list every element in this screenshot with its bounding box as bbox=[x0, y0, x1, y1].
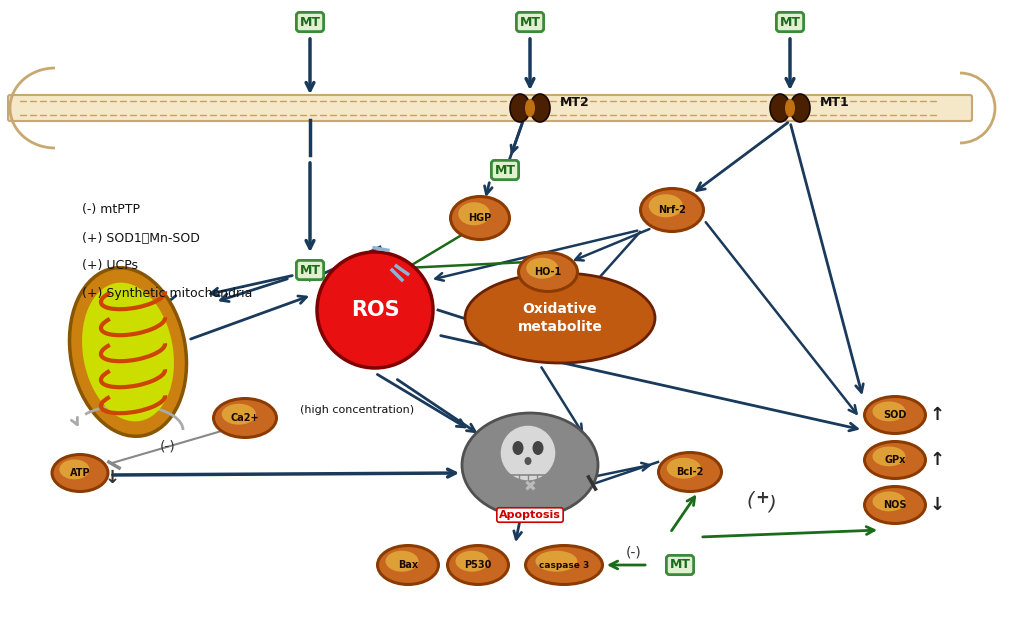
Text: (-): (-) bbox=[160, 440, 175, 454]
Ellipse shape bbox=[871, 491, 905, 511]
Ellipse shape bbox=[640, 189, 702, 231]
Ellipse shape bbox=[82, 282, 174, 421]
Ellipse shape bbox=[862, 485, 926, 525]
Ellipse shape bbox=[790, 94, 809, 122]
Ellipse shape bbox=[445, 544, 510, 586]
Text: Nrf-2: Nrf-2 bbox=[657, 205, 685, 215]
Ellipse shape bbox=[69, 268, 186, 436]
Text: MT: MT bbox=[300, 264, 320, 277]
Circle shape bbox=[317, 252, 433, 368]
Ellipse shape bbox=[864, 442, 924, 478]
Ellipse shape bbox=[532, 441, 543, 455]
Text: HGP: HGP bbox=[468, 213, 491, 223]
Ellipse shape bbox=[862, 440, 926, 480]
Ellipse shape bbox=[785, 99, 794, 117]
Ellipse shape bbox=[59, 459, 90, 480]
Ellipse shape bbox=[455, 551, 488, 572]
Text: (+) SOD1、Mn-SOD: (+) SOD1、Mn-SOD bbox=[82, 232, 200, 245]
Ellipse shape bbox=[526, 258, 557, 279]
Text: (-) mtPTP: (-) mtPTP bbox=[82, 203, 140, 217]
Ellipse shape bbox=[638, 187, 704, 233]
Ellipse shape bbox=[517, 251, 579, 293]
Ellipse shape bbox=[769, 94, 790, 122]
Text: Ca2+: Ca2+ bbox=[230, 413, 259, 423]
Text: MT: MT bbox=[779, 16, 800, 29]
Ellipse shape bbox=[51, 453, 109, 493]
Ellipse shape bbox=[52, 455, 107, 491]
Text: ROS: ROS bbox=[351, 300, 398, 320]
Circle shape bbox=[499, 425, 555, 481]
Text: ↑: ↑ bbox=[928, 406, 944, 424]
Ellipse shape bbox=[524, 544, 603, 586]
Ellipse shape bbox=[385, 551, 418, 572]
Ellipse shape bbox=[526, 546, 601, 584]
Ellipse shape bbox=[512, 441, 523, 455]
Text: (: ( bbox=[746, 491, 753, 510]
Ellipse shape bbox=[510, 94, 530, 122]
Text: Apoptosis: Apoptosis bbox=[498, 510, 560, 520]
Ellipse shape bbox=[458, 202, 490, 225]
Text: (+) Synthetic mitochondria: (+) Synthetic mitochondria bbox=[82, 287, 252, 300]
Text: (high concentration): (high concentration) bbox=[300, 405, 414, 415]
Text: ): ) bbox=[767, 495, 775, 513]
Text: MT: MT bbox=[494, 163, 515, 177]
Text: (-): (-) bbox=[626, 545, 641, 559]
Text: NOS: NOS bbox=[882, 500, 906, 510]
Text: Bax: Bax bbox=[397, 560, 418, 570]
Ellipse shape bbox=[465, 273, 654, 363]
Text: MT: MT bbox=[300, 16, 320, 29]
Ellipse shape bbox=[519, 253, 577, 291]
Ellipse shape bbox=[462, 413, 597, 517]
Ellipse shape bbox=[530, 94, 549, 122]
Text: P530: P530 bbox=[464, 560, 491, 570]
Ellipse shape bbox=[666, 458, 700, 479]
Ellipse shape bbox=[658, 453, 720, 491]
Text: MT: MT bbox=[519, 16, 540, 29]
Text: caspase 3: caspase 3 bbox=[538, 560, 589, 570]
Text: ↓: ↓ bbox=[104, 469, 119, 487]
Ellipse shape bbox=[450, 197, 508, 239]
Ellipse shape bbox=[864, 397, 924, 433]
Ellipse shape bbox=[648, 194, 682, 217]
Ellipse shape bbox=[864, 487, 924, 523]
Text: HO-1: HO-1 bbox=[534, 267, 561, 277]
Ellipse shape bbox=[212, 397, 278, 439]
Ellipse shape bbox=[535, 551, 577, 572]
Ellipse shape bbox=[214, 399, 276, 437]
Text: ↑: ↑ bbox=[928, 451, 944, 469]
Text: SOD: SOD bbox=[882, 410, 906, 420]
Ellipse shape bbox=[862, 395, 926, 435]
Ellipse shape bbox=[524, 457, 531, 465]
Ellipse shape bbox=[871, 401, 905, 421]
Text: Bcl-2: Bcl-2 bbox=[676, 467, 703, 477]
Ellipse shape bbox=[221, 404, 256, 424]
Text: ✖: ✖ bbox=[523, 480, 536, 495]
Text: (+) UCPs: (+) UCPs bbox=[82, 260, 138, 272]
Text: GPx: GPx bbox=[883, 455, 905, 465]
Ellipse shape bbox=[447, 546, 507, 584]
Text: MT: MT bbox=[668, 558, 690, 572]
Ellipse shape bbox=[656, 451, 722, 493]
Ellipse shape bbox=[448, 195, 511, 241]
Text: ↓: ↓ bbox=[928, 496, 944, 514]
Text: MT2: MT2 bbox=[559, 96, 589, 110]
Text: Oxidative
metabolite: Oxidative metabolite bbox=[517, 302, 602, 334]
Text: +: + bbox=[754, 489, 768, 507]
Ellipse shape bbox=[376, 544, 439, 586]
FancyBboxPatch shape bbox=[8, 95, 971, 121]
Ellipse shape bbox=[378, 546, 437, 584]
Ellipse shape bbox=[525, 99, 535, 117]
Text: MT1: MT1 bbox=[819, 96, 849, 110]
Ellipse shape bbox=[871, 446, 905, 466]
Text: ATP: ATP bbox=[69, 468, 91, 478]
